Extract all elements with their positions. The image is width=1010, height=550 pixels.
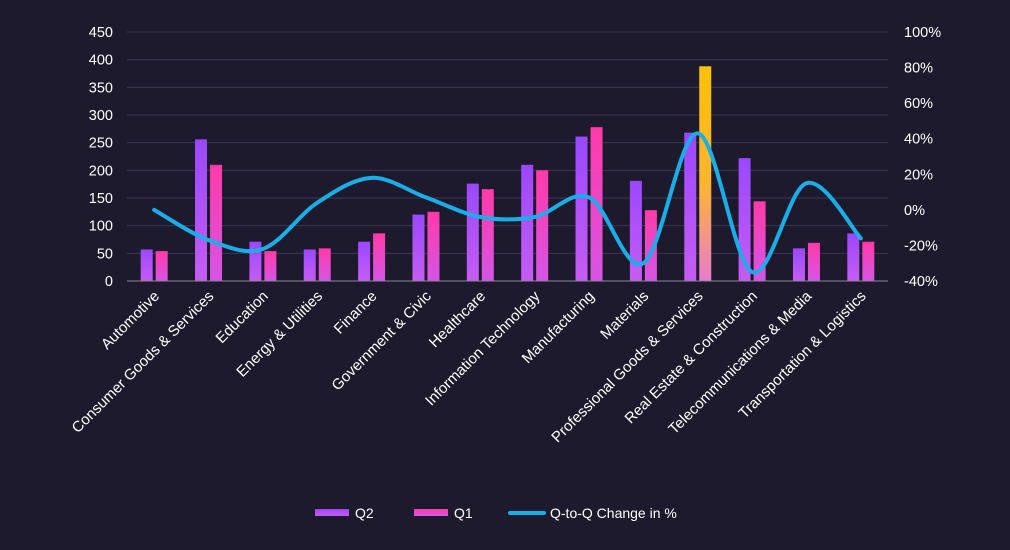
bar-q1 (318, 248, 331, 281)
bar-q1 (210, 164, 223, 281)
bar-q2 (792, 248, 805, 281)
bar-q2 (249, 241, 262, 281)
right-tick-label: 20% (904, 167, 933, 183)
bar-q2 (303, 249, 316, 281)
right-tick-label: 80% (904, 61, 933, 77)
bar-q2 (684, 132, 697, 281)
bar-q1 (481, 189, 494, 281)
bar-q1 (373, 233, 386, 281)
bar-q2 (195, 139, 208, 281)
bar-q1 (536, 170, 549, 281)
category-label: Materials (597, 288, 652, 343)
right-tick-label: 0% (904, 203, 925, 219)
left-tick-label: 0 (105, 274, 113, 290)
left-tick-label: 300 (89, 108, 113, 124)
bar-q1-highlight (699, 66, 712, 281)
legend-label: Q1 (454, 505, 473, 521)
right-tick-label: 100% (904, 25, 941, 41)
change-line (152, 131, 863, 275)
left-tick-label: 50 (97, 246, 113, 262)
legend-label: Q-to-Q Change in % (550, 505, 677, 521)
left-tick-label: 250 (89, 136, 113, 152)
left-tick-label: 100 (89, 219, 113, 235)
legend-item-change: Q-to-Q Change in % (508, 505, 677, 521)
left-tick-label: 350 (89, 80, 113, 96)
right-tick-label: 60% (904, 96, 933, 112)
left-tick-label: 150 (89, 191, 113, 207)
bar-q2 (847, 233, 860, 281)
bar-q2 (358, 241, 371, 281)
bar-q1 (264, 251, 277, 281)
bar-q1 (155, 251, 168, 281)
left-tick-label: 400 (89, 53, 113, 69)
right-tick-label: -40% (904, 274, 938, 290)
bar-q1 (427, 211, 440, 281)
bar-q2 (575, 136, 588, 281)
legend-item-q1: Q1 (414, 505, 473, 521)
bar-q1 (644, 210, 657, 281)
left-y-axis: 0 50 100 150 200 250 300 350 400 450 (89, 25, 113, 290)
bar-q1 (807, 242, 820, 281)
category-label: Finance (331, 288, 381, 338)
right-tick-label: 40% (904, 132, 933, 148)
q-to-q-change-line (152, 131, 863, 275)
left-tick-label: 200 (89, 163, 113, 179)
legend-item-q2: Q2 (315, 505, 374, 521)
right-tick-label: -20% (904, 238, 938, 254)
bars (140, 66, 875, 281)
bar-q1 (753, 201, 766, 281)
legend: Q2 Q1 Q-to-Q Change in % (315, 505, 677, 521)
bar-q2 (140, 249, 153, 281)
right-y-axis: -40% -20% 0% 20% 40% 60% 80% 100% (904, 25, 941, 290)
legend-swatch (315, 509, 349, 516)
category-label: Government & Civic (328, 287, 435, 394)
bar-q1 (862, 241, 875, 281)
bar-q2 (412, 214, 425, 281)
bar-q2 (629, 180, 642, 281)
bar-q2 (466, 183, 479, 281)
legend-label: Q2 (355, 505, 374, 521)
bar-q2 (521, 164, 534, 281)
left-tick-label: 450 (89, 25, 113, 41)
legend-swatch (414, 509, 448, 516)
